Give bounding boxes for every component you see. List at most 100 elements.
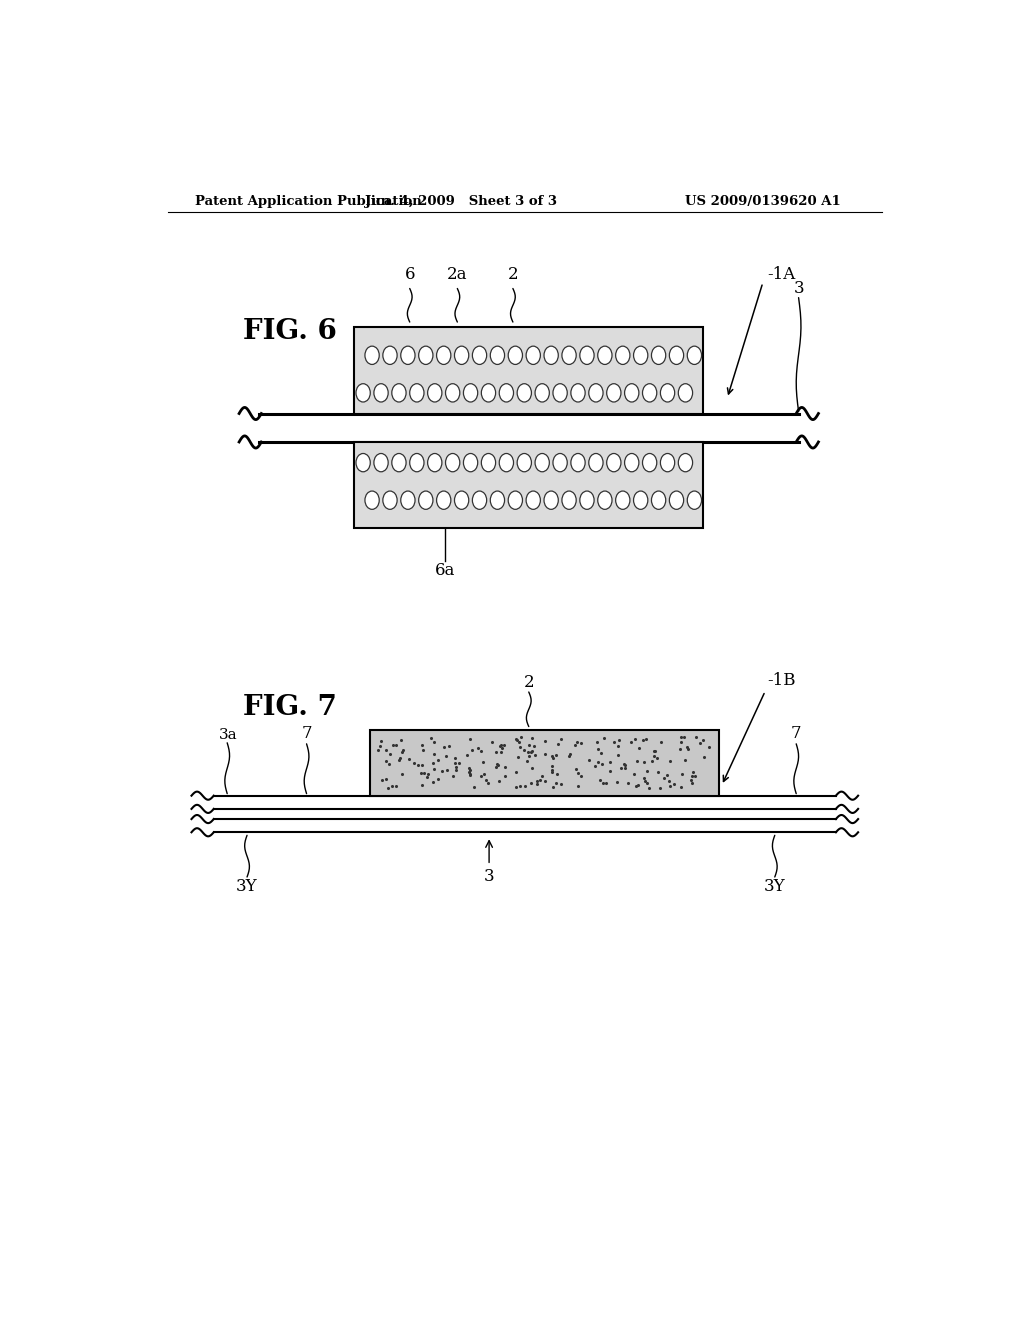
Point — [626, 763, 642, 784]
Point — [650, 760, 667, 781]
Point — [415, 741, 431, 762]
Point — [470, 738, 486, 759]
Point — [567, 759, 584, 780]
Point — [587, 755, 603, 776]
Point — [615, 754, 632, 775]
Point — [512, 775, 528, 796]
Point — [523, 741, 540, 762]
Text: FIG. 6: FIG. 6 — [243, 318, 337, 345]
Point — [643, 750, 659, 771]
Point — [512, 726, 528, 747]
Point — [462, 764, 478, 785]
Point — [680, 739, 696, 760]
Circle shape — [625, 384, 639, 403]
Point — [461, 762, 477, 783]
Circle shape — [625, 454, 639, 471]
Circle shape — [580, 491, 594, 510]
Point — [630, 775, 646, 796]
Point — [461, 758, 477, 779]
Point — [612, 758, 629, 779]
Point — [685, 762, 701, 783]
Point — [494, 738, 510, 759]
Text: 6: 6 — [404, 267, 415, 284]
Point — [446, 747, 463, 768]
Circle shape — [472, 346, 486, 364]
Point — [446, 752, 463, 774]
Point — [631, 738, 647, 759]
Point — [462, 759, 478, 780]
Circle shape — [490, 491, 505, 510]
Point — [537, 771, 553, 792]
Point — [666, 774, 682, 795]
Text: 3a: 3a — [219, 727, 238, 742]
Point — [387, 775, 403, 796]
Text: 2: 2 — [523, 675, 535, 690]
Point — [510, 746, 526, 767]
Point — [635, 751, 651, 772]
Text: 6a: 6a — [435, 562, 456, 579]
Point — [423, 727, 439, 748]
Point — [516, 739, 532, 760]
Circle shape — [464, 454, 478, 471]
Circle shape — [383, 491, 397, 510]
Circle shape — [365, 346, 379, 364]
Point — [462, 764, 478, 785]
Point — [553, 774, 569, 795]
Point — [400, 748, 417, 770]
Point — [393, 764, 410, 785]
Point — [534, 766, 550, 787]
Point — [548, 772, 564, 793]
Point — [524, 727, 541, 748]
Point — [449, 759, 465, 780]
Point — [646, 746, 663, 767]
Point — [497, 756, 513, 777]
Point — [638, 729, 654, 750]
Text: -1B: -1B — [767, 672, 796, 689]
Circle shape — [615, 346, 630, 364]
Circle shape — [392, 384, 407, 403]
Point — [673, 727, 689, 748]
Point — [590, 752, 606, 774]
Circle shape — [436, 346, 451, 364]
Point — [374, 770, 390, 791]
Circle shape — [536, 454, 549, 471]
Circle shape — [428, 384, 442, 403]
Point — [620, 772, 636, 793]
Point — [430, 768, 446, 789]
Circle shape — [508, 346, 522, 364]
Circle shape — [598, 346, 612, 364]
Point — [385, 734, 401, 755]
Point — [410, 754, 426, 775]
Circle shape — [365, 491, 379, 510]
Point — [395, 739, 412, 760]
Circle shape — [642, 454, 656, 471]
Point — [676, 727, 692, 748]
Point — [672, 739, 688, 760]
Point — [378, 768, 394, 789]
Point — [677, 750, 693, 771]
Point — [474, 751, 490, 772]
Point — [662, 776, 678, 797]
Point — [688, 727, 705, 748]
Point — [522, 742, 539, 763]
Point — [568, 731, 585, 752]
Circle shape — [553, 454, 567, 471]
Point — [544, 762, 560, 783]
Point — [545, 747, 561, 768]
Circle shape — [436, 491, 451, 510]
Text: FIG. 7: FIG. 7 — [243, 694, 337, 721]
Circle shape — [651, 491, 666, 510]
Point — [419, 767, 435, 788]
Point — [494, 735, 510, 756]
Point — [378, 739, 394, 760]
Bar — [354, 442, 703, 528]
Point — [596, 727, 612, 748]
Circle shape — [606, 384, 621, 403]
Circle shape — [660, 384, 675, 403]
Circle shape — [500, 454, 513, 471]
Point — [490, 755, 507, 776]
Point — [508, 776, 524, 797]
Point — [517, 775, 534, 796]
Point — [426, 743, 442, 764]
Point — [628, 776, 644, 797]
